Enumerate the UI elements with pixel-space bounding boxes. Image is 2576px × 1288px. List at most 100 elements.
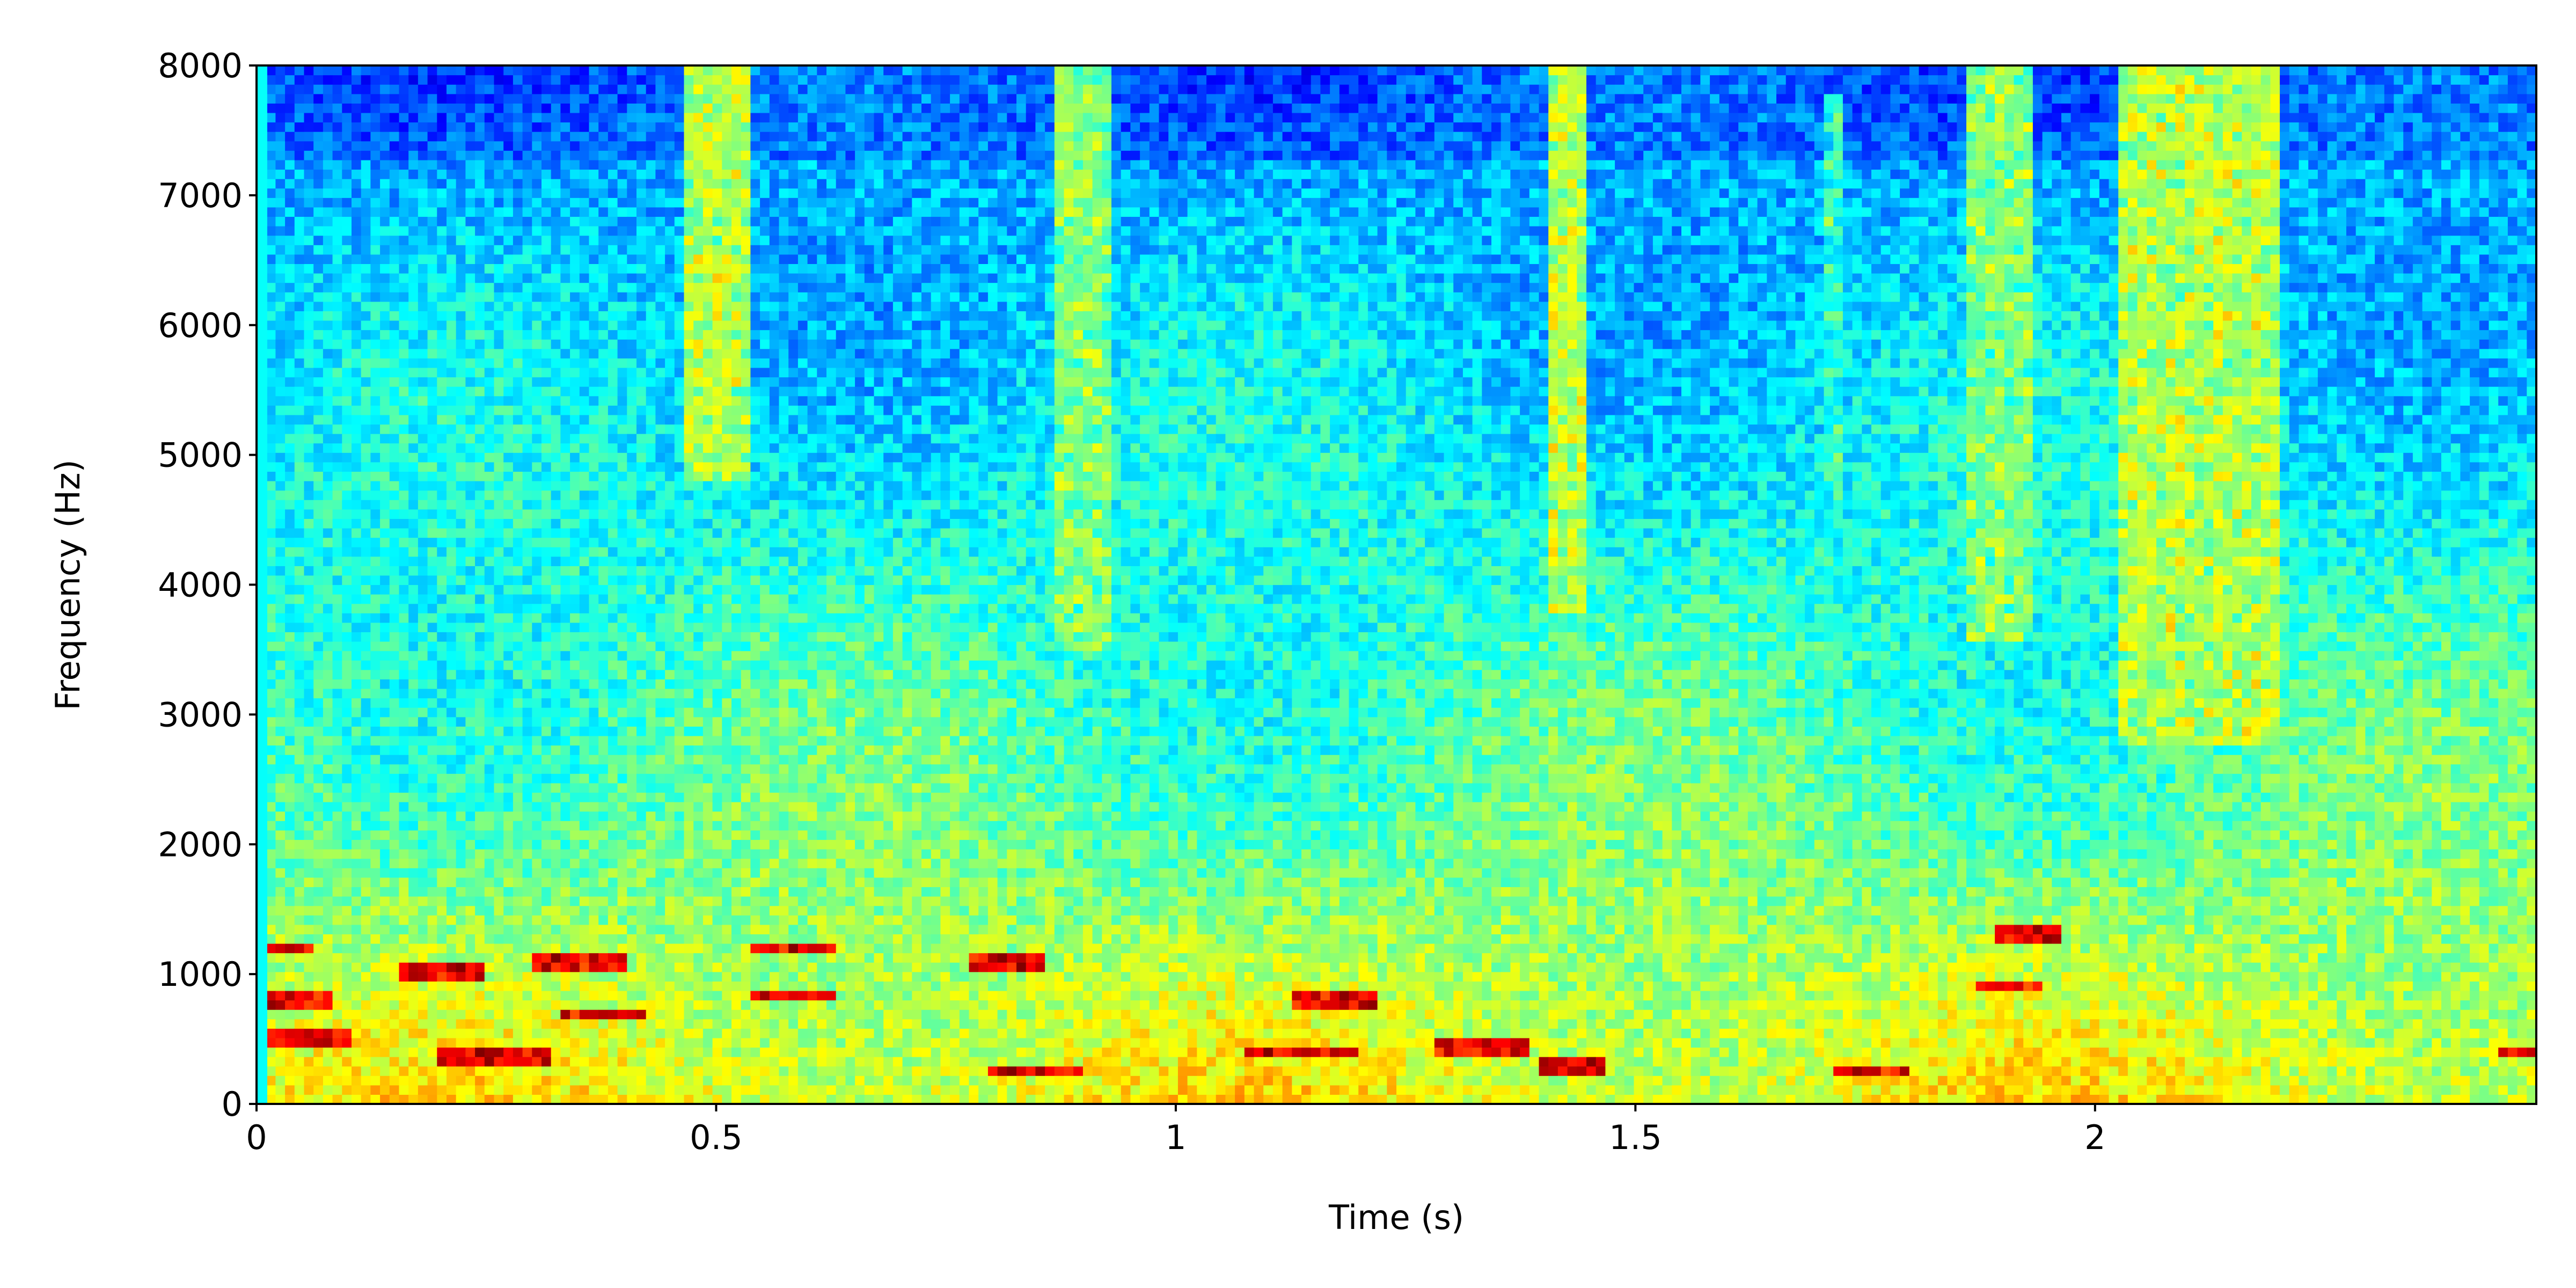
spectrogram-cell (389, 764, 400, 774)
spectrogram-cell (655, 103, 665, 113)
spectrogram-cell (608, 1085, 618, 1095)
spectrogram-cell (304, 500, 314, 510)
spectrogram-cell (589, 462, 599, 472)
spectrogram-cell (503, 575, 514, 586)
spectrogram-cell (456, 792, 466, 802)
spectrogram-cell (370, 226, 380, 236)
spectrogram-cell (370, 1094, 380, 1104)
spectrogram-cell (570, 887, 580, 897)
spectrogram-cell (465, 169, 475, 179)
spectrogram-cell (570, 273, 580, 283)
spectrogram-cell (266, 93, 276, 104)
spectrogram-cell (503, 547, 514, 557)
spectrogram-cell (608, 716, 618, 727)
spectrogram-cell (418, 112, 428, 123)
spectrogram-cell (570, 1028, 580, 1038)
spectrogram-cell (674, 311, 685, 321)
spectrogram-cell (323, 207, 333, 217)
spectrogram-cell (627, 971, 637, 982)
spectrogram-cell (494, 386, 504, 397)
spectrogram-cell (437, 528, 447, 538)
spectrogram-cell (674, 896, 685, 906)
spectrogram-cell (399, 603, 409, 613)
spectrogram-cell (380, 452, 390, 463)
spectrogram-cell (494, 698, 504, 708)
spectrogram-cell (456, 660, 466, 670)
spectrogram-cell (608, 622, 618, 633)
spectrogram-cell (361, 311, 371, 321)
spectrogram-cell (560, 179, 570, 189)
spectrogram-cell (494, 905, 504, 916)
spectrogram-cell (579, 264, 590, 274)
spectrogram-cell (646, 830, 656, 840)
spectrogram-cell (361, 65, 371, 76)
spectrogram-cell (294, 575, 305, 586)
spectrogram-cell (447, 962, 457, 972)
spectrogram-cell (399, 782, 409, 793)
spectrogram-cell (655, 877, 665, 888)
spectrogram-cell (465, 1019, 475, 1029)
spectrogram-cell (484, 689, 495, 699)
spectrogram-cell (399, 575, 409, 586)
spectrogram-cell (465, 622, 475, 633)
spectrogram-cell (636, 755, 647, 765)
spectrogram-cell (655, 141, 665, 151)
spectrogram-cell (399, 792, 409, 802)
spectrogram-cell (484, 320, 495, 331)
spectrogram-cell (665, 443, 675, 453)
spectrogram-cell (475, 414, 485, 425)
spectrogram-cell (494, 84, 504, 94)
spectrogram-cell (275, 320, 286, 331)
spectrogram-cell (304, 896, 314, 906)
spectrogram-cell (589, 452, 599, 463)
spectrogram-cell (560, 103, 570, 113)
spectrogram-cell (617, 320, 627, 331)
spectrogram-cell (570, 896, 580, 906)
spectrogram-cell (437, 755, 447, 765)
spectrogram-cell (665, 509, 675, 519)
spectrogram-cell (380, 877, 390, 888)
spectrogram-cell (598, 868, 609, 878)
spectrogram-cell (266, 528, 276, 538)
spectrogram-cell (447, 65, 457, 76)
spectrogram-cell (589, 1037, 599, 1048)
spectrogram-cell (570, 65, 580, 76)
spectrogram-cell (636, 226, 647, 236)
spectrogram-cell (579, 490, 590, 500)
spectrogram-cell (266, 339, 276, 349)
spectrogram-cell (494, 773, 504, 784)
spectrogram-cell (389, 755, 400, 765)
spectrogram-cell (323, 358, 333, 368)
spectrogram-cell (579, 197, 590, 208)
spectrogram-cell (275, 367, 286, 378)
spectrogram-cell (313, 887, 324, 897)
spectrogram-cell (285, 1075, 295, 1086)
spectrogram-cell (456, 292, 466, 302)
spectrogram-cell (560, 943, 570, 954)
spectrogram-cell (579, 1057, 590, 1067)
spectrogram-cell (275, 556, 286, 566)
spectrogram-cell (408, 443, 419, 453)
spectrogram-cell (332, 188, 342, 198)
spectrogram-cell (513, 650, 523, 661)
spectrogram-cell (380, 773, 390, 784)
spectrogram-cell (352, 159, 362, 170)
spectrogram-cell (323, 773, 333, 784)
spectrogram-cell (513, 245, 523, 255)
spectrogram-cell (465, 981, 475, 991)
spectrogram-cell (646, 282, 656, 292)
spectrogram-cell (399, 669, 409, 680)
spectrogram-cell (617, 915, 627, 925)
spectrogram-cell (370, 159, 380, 170)
spectrogram-cell (313, 1085, 324, 1095)
spectrogram-cell (484, 782, 495, 793)
spectrogram-cell (342, 650, 352, 661)
spectrogram-cell (437, 962, 447, 972)
spectrogram-cell (570, 386, 580, 397)
spectrogram-cell (475, 1019, 485, 1029)
spectrogram-cell (589, 377, 599, 387)
spectrogram-cell (522, 792, 532, 802)
spectrogram-cell (266, 782, 276, 793)
spectrogram-cell (389, 424, 400, 434)
spectrogram-cell (427, 254, 437, 265)
